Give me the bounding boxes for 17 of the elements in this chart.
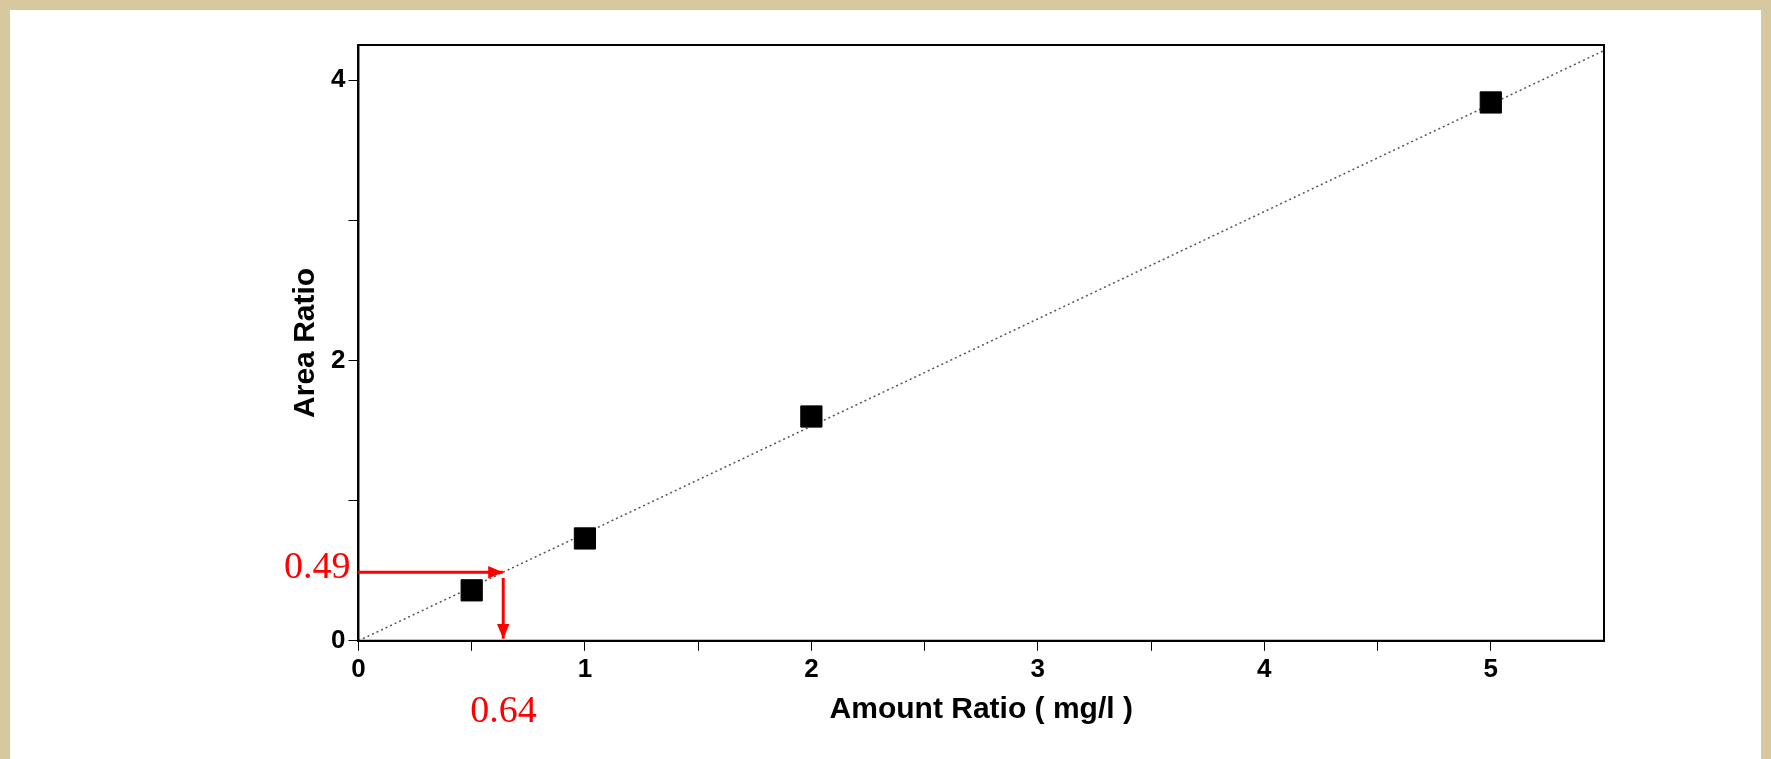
- y-axis-title: Area Ratio: [287, 267, 321, 418]
- point: [460, 579, 483, 602]
- x-tick-label: 4: [1257, 652, 1273, 683]
- point: [573, 527, 597, 550]
- x-tick-label: 0: [351, 652, 366, 683]
- x-tick-label: 3: [1030, 652, 1046, 683]
- x-axis-title: Amount Ratio ( mg/l ): [829, 691, 1133, 725]
- ref-line-label: 0.49: [283, 544, 351, 587]
- x-tick-label: 2: [804, 652, 819, 683]
- x-tick-label: 1: [577, 652, 593, 683]
- point: [1479, 91, 1502, 114]
- y-tick-label: 0: [330, 623, 346, 654]
- ref-line-label: 0.64: [470, 687, 537, 730]
- y-tick-label: 4: [330, 63, 346, 94]
- point: [800, 405, 823, 428]
- x-tick-label: 5: [1483, 652, 1498, 683]
- y-tick-label: 2: [330, 343, 346, 374]
